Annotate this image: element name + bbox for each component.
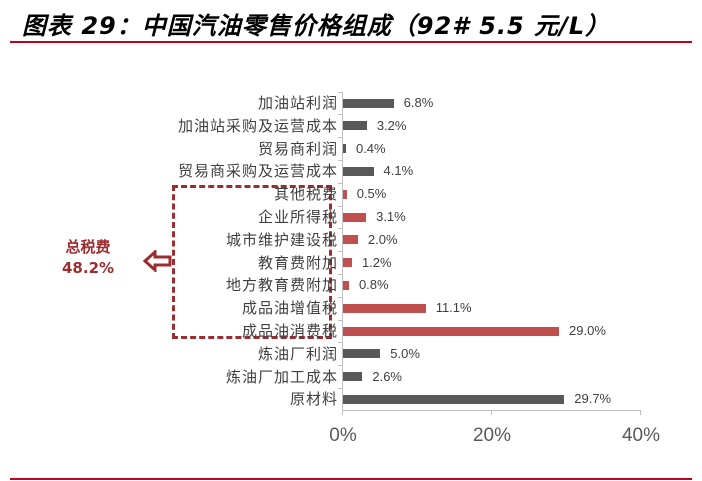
tax-bar xyxy=(343,189,347,199)
x-tick-label: 40% xyxy=(621,425,661,446)
y-tick xyxy=(338,251,343,252)
category-label: 城市维护建设税 xyxy=(225,230,338,249)
category-label: 其他税费 xyxy=(273,185,338,204)
category-label: 地方教育费附加 xyxy=(225,276,338,295)
tax-bar xyxy=(343,326,560,336)
x-tick xyxy=(491,410,492,415)
total-tax-label: 总税费 xyxy=(65,238,111,256)
cost-bar xyxy=(343,372,363,382)
bar-value-label: 3.2% xyxy=(376,117,407,133)
bar-value-label: 2.6% xyxy=(372,368,402,384)
cost-bar xyxy=(343,121,367,131)
bar-value-label: 5.0% xyxy=(390,345,420,361)
tax-bar xyxy=(343,235,358,245)
category-label: 原材料 xyxy=(289,390,338,409)
y-tick xyxy=(338,320,343,321)
y-tick xyxy=(338,365,343,366)
tax-bar xyxy=(343,258,352,268)
bar-value-label: 6.8% xyxy=(403,95,434,110)
cost-bar xyxy=(343,166,374,176)
figure-title: 图表 29：中国汽油零售价格组成（92# 5.5 元/L） xyxy=(22,12,611,40)
category-label: 炼油厂利润 xyxy=(257,344,338,363)
bar-value-label: 1.2% xyxy=(361,254,392,270)
category-label: 教育费附加 xyxy=(257,253,338,272)
cost-bar xyxy=(343,98,394,108)
bar-value-label: 0.4% xyxy=(355,140,386,156)
bar-value-label: 0.8% xyxy=(358,277,389,293)
category-label: 贸易商利润 xyxy=(257,139,338,158)
x-tick-label: 20% xyxy=(472,425,512,446)
y-tick xyxy=(338,297,343,298)
category-label: 加油站采购及运营成本 xyxy=(177,116,338,135)
bottom-rule xyxy=(10,478,692,480)
bar-value-label: 0.5% xyxy=(356,186,387,202)
bar-value-label: 4.1% xyxy=(383,163,414,179)
category-label: 炼油厂加工成本 xyxy=(225,367,338,386)
top-rule xyxy=(10,41,692,43)
bar-value-label: 2.0% xyxy=(367,231,398,247)
bar-value-label: 29.0% xyxy=(569,323,606,338)
x-tick xyxy=(640,410,641,415)
cost-bar xyxy=(343,144,346,154)
bar-value-label: 11.1% xyxy=(435,300,472,316)
bar-value-label: 29.7% xyxy=(574,391,612,407)
cost-bar xyxy=(343,349,381,359)
x-tick-label: 0% xyxy=(329,425,357,446)
y-tick xyxy=(338,274,343,275)
category-label: 成品油消费税 xyxy=(241,322,338,340)
x-tick xyxy=(342,410,343,415)
total-tax-value: 48.2% xyxy=(62,259,115,277)
tax-bar xyxy=(343,280,349,290)
y-tick xyxy=(338,183,343,184)
y-tick xyxy=(338,342,343,343)
y-tick xyxy=(338,160,343,161)
y-tick xyxy=(338,92,343,93)
category-label: 贸易商采购及运营成本 xyxy=(177,162,338,181)
y-tick xyxy=(338,388,343,389)
y-tick xyxy=(338,206,343,207)
tax-highlight-box xyxy=(172,185,332,339)
y-tick xyxy=(338,114,343,115)
left-arrow-icon xyxy=(143,250,172,272)
category-label: 成品油增值税 xyxy=(241,299,338,318)
tax-bar xyxy=(343,303,426,313)
tax-bar xyxy=(343,212,367,222)
cost-bar xyxy=(343,394,565,404)
y-tick xyxy=(338,228,343,229)
total-tax-annotation: 总税费 48.2% xyxy=(62,237,114,279)
category-label: 企业所得税 xyxy=(257,208,338,226)
y-tick xyxy=(338,137,343,138)
bar-value-label: 3.1% xyxy=(376,209,406,224)
category-label: 加油站利润 xyxy=(257,94,338,112)
